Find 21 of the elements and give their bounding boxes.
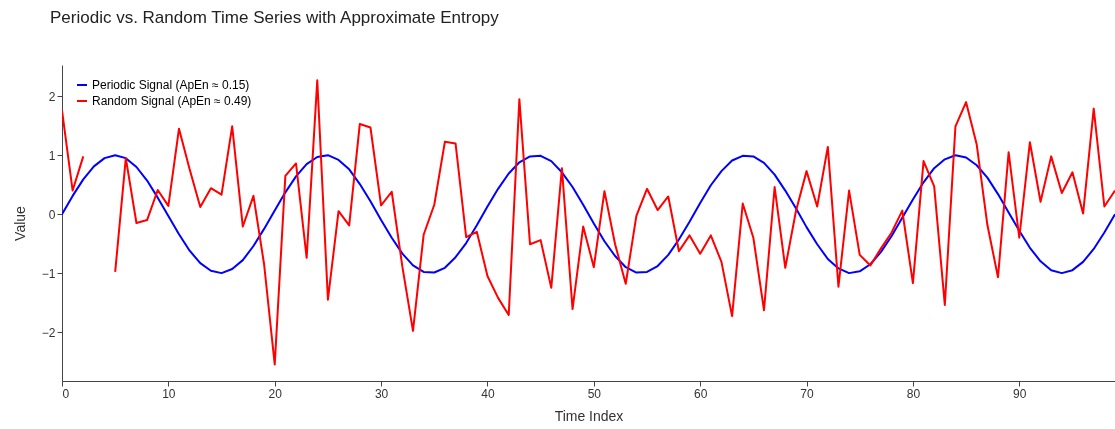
x-tick-label: 10 [162,386,176,401]
x-tick-label: 20 [268,386,283,401]
x-tick-label: 90 [1013,386,1027,401]
line-series [62,154,1115,275]
x-tick-label: 40 [481,386,495,401]
legend-label: Periodic Signal (ApEn ≈ 0.15) [92,78,250,92]
x-tick-label: 80 [906,386,921,401]
x-tick-label: 50 [587,386,602,401]
y-axis-title: Value [11,205,28,241]
chart-title: Periodic vs. Random Time Series with Approximate Entropy [50,8,500,27]
legend-label: Random Signal (ApEn ≈ 0.49) [92,94,252,108]
x-tick-label: 30 [374,386,389,401]
x-tick-label: 0 [62,386,70,401]
x-axis-title: Time Index [554,407,624,424]
y-tick-label: 2 [48,89,56,104]
y-tick-label: −1 [41,266,56,281]
y-tick-label: −2 [41,325,56,340]
y-tick-label: 1 [48,148,56,163]
y-tick-label: 0 [48,207,56,222]
x-tick-label: 60 [694,386,708,401]
x-tick-label: 70 [800,386,815,401]
